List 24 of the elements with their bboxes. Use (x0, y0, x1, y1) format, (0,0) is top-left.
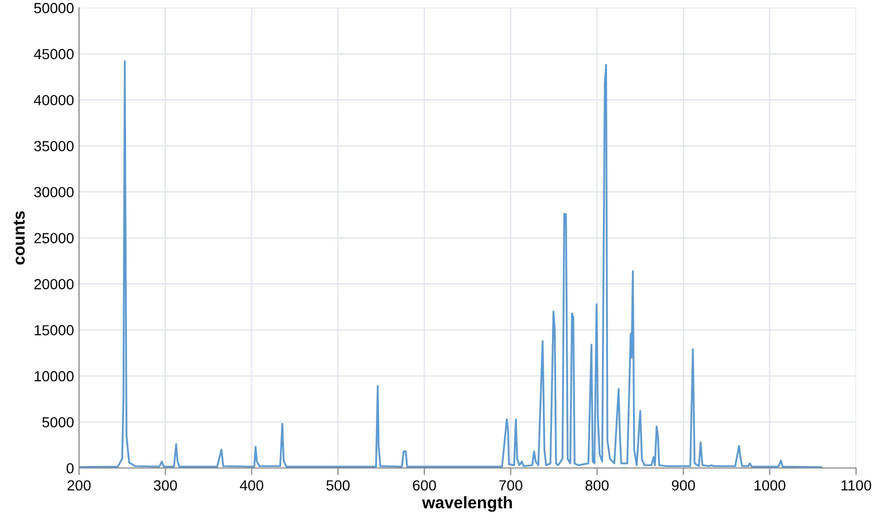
x-tick-label: 700 (499, 480, 522, 491)
y-tick-label: 20000 (34, 279, 74, 290)
x-axis-title: wavelength (422, 496, 512, 512)
y-tick-label: 25000 (34, 233, 74, 244)
line-series (79, 60, 822, 468)
y-tick-label: 40000 (34, 94, 74, 106)
x-tick-label: 900 (672, 480, 695, 491)
x-tick-label: 400 (240, 480, 264, 491)
y-tick-label: 15000 (34, 325, 74, 336)
y-tick-label: 35000 (34, 140, 74, 152)
x-tick-label: 1100 (841, 480, 872, 491)
x-tick-label: 1000 (754, 480, 786, 491)
y-tick-label: 30000 (34, 186, 74, 198)
x-tick-label: 500 (326, 480, 350, 491)
x-tick-label: 200 (68, 480, 91, 491)
y-tick-label: 50000 (34, 2, 74, 14)
x-tick-label: 300 (154, 480, 177, 491)
y-tick-label: 10000 (34, 371, 74, 382)
y-tick-label: 5000 (42, 417, 74, 428)
y-tick-label: 45000 (34, 48, 74, 60)
x-tick-label: 800 (586, 480, 609, 491)
y-axis-title: counts (14, 211, 25, 265)
y-tick-label: 0 (66, 463, 74, 474)
x-tick-label: 600 (412, 480, 436, 491)
